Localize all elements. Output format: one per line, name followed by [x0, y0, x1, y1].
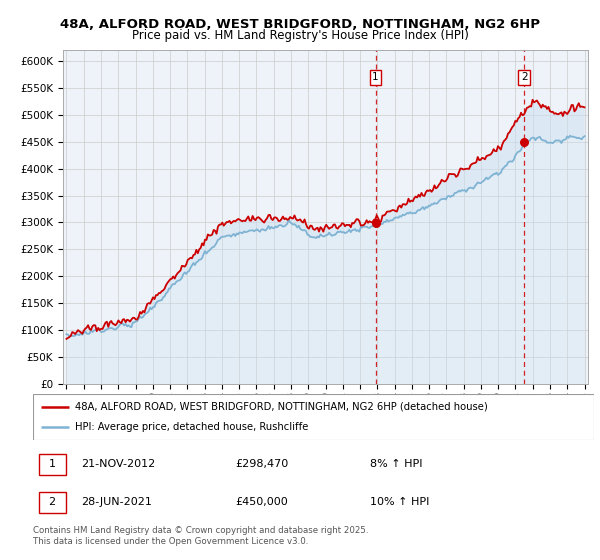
Text: HPI: Average price, detached house, Rushcliffe: HPI: Average price, detached house, Rush… [75, 422, 308, 432]
Text: 2: 2 [521, 72, 527, 82]
Text: 10% ↑ HPI: 10% ↑ HPI [370, 497, 429, 507]
Text: 1: 1 [372, 72, 379, 82]
Bar [38, 492, 65, 513]
Text: 1: 1 [49, 459, 56, 469]
Text: £298,470: £298,470 [235, 459, 288, 469]
Text: 21-NOV-2012: 21-NOV-2012 [80, 459, 155, 469]
Text: Price paid vs. HM Land Registry's House Price Index (HPI): Price paid vs. HM Land Registry's House … [131, 29, 469, 42]
Text: Contains HM Land Registry data © Crown copyright and database right 2025.
This d: Contains HM Land Registry data © Crown c… [33, 526, 368, 546]
Bar [38, 454, 65, 475]
Text: 8% ↑ HPI: 8% ↑ HPI [370, 459, 422, 469]
Text: 48A, ALFORD ROAD, WEST BRIDGFORD, NOTTINGHAM, NG2 6HP: 48A, ALFORD ROAD, WEST BRIDGFORD, NOTTIN… [60, 18, 540, 31]
Text: 2: 2 [49, 497, 56, 507]
Text: 48A, ALFORD ROAD, WEST BRIDGFORD, NOTTINGHAM, NG2 6HP (detached house): 48A, ALFORD ROAD, WEST BRIDGFORD, NOTTIN… [75, 402, 488, 412]
Text: 28-JUN-2021: 28-JUN-2021 [80, 497, 152, 507]
Text: £450,000: £450,000 [235, 497, 288, 507]
